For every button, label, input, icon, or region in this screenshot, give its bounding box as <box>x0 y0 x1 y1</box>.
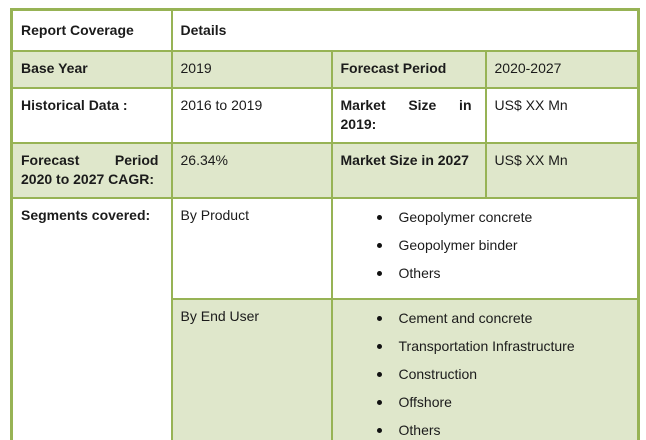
base-year-row: Base Year 2019 Forecast Period 2020-2027 <box>10 49 640 89</box>
bullet-item: Cement and concrete <box>376 309 630 328</box>
market-size-2027-value: US$ XX Mn <box>484 141 640 199</box>
forecast-cagr-label: Forecast Period 2020 to 2027 CAGR: <box>10 141 173 199</box>
base-year-value: 2019 <box>170 49 333 89</box>
segment-group-by-product: By Product <box>170 196 333 300</box>
forecast-period-value: 2020-2027 <box>484 49 640 89</box>
market-size-2019-label: Market Size in 2019: <box>330 86 487 144</box>
bullet-item: Offshore <box>376 393 630 412</box>
historical-data-row: Historical Data : 2016 to 2019 Market Si… <box>10 86 640 144</box>
segment-group-by-end-user: By End User <box>170 297 333 440</box>
header-details: Details <box>170 8 640 52</box>
bullet-item: Others <box>376 264 630 283</box>
by-product-items-cell: Geopolymer concrete Geopolymer binder Othe… <box>330 196 640 300</box>
header-report-coverage: Report Coverage <box>10 8 173 52</box>
header-row: Report Coverage Details <box>10 8 640 52</box>
market-size-2027-label: Market Size in 2027 <box>330 141 487 199</box>
by-product-list: Geopolymer concrete Geopolymer binder Othe… <box>341 208 630 283</box>
historical-data-value: 2016 to 2019 <box>170 86 333 144</box>
bullet-item: Geopolymer binder <box>376 236 630 255</box>
segments-covered-label: Segments covered: <box>10 196 173 440</box>
forecast-cagr-row: Forecast Period 2020 to 2027 CAGR: 26.34… <box>10 141 640 199</box>
market-size-2019-value: US$ XX Mn <box>484 86 640 144</box>
by-end-user-list: Cement and concrete Transportation Infras… <box>341 309 630 440</box>
forecast-cagr-value: 26.34% <box>170 141 333 199</box>
report-coverage-table: Report Coverage Details Base Year 2019 F… <box>10 8 641 440</box>
bullet-item: Construction <box>376 365 630 384</box>
forecast-period-label: Forecast Period <box>330 49 487 89</box>
historical-data-label: Historical Data : <box>10 86 173 144</box>
segments-by-end-user-row: By End User Cement and concrete Transport… <box>12 297 640 440</box>
segments-by-product-row: Segments covered: By Product Geopolymer … <box>10 196 640 440</box>
bullet-item: Transportation Infrastructure <box>376 337 630 356</box>
bullet-item: Others <box>376 421 630 440</box>
by-end-user-items-cell: Cement and concrete Transportation Infras… <box>330 297 640 440</box>
bullet-item: Geopolymer concrete <box>376 208 630 227</box>
base-year-label: Base Year <box>10 49 173 89</box>
